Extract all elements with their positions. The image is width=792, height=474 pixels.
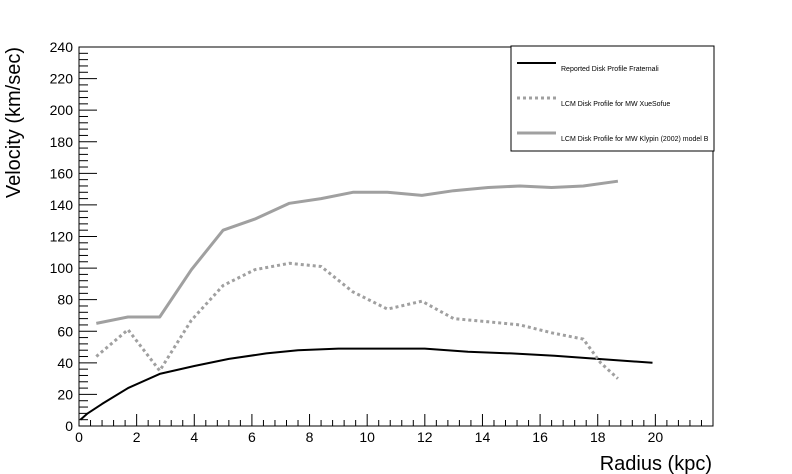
x-axis-title: Radius (kpc): [600, 453, 712, 474]
x-tick-label: 8: [306, 429, 314, 445]
x-tick-label: 20: [648, 429, 664, 445]
x-tick-label: 0: [75, 429, 83, 445]
x-tick-label: 18: [590, 429, 606, 445]
x-tick-label: 2: [133, 429, 141, 445]
y-tick-label: 40: [57, 355, 73, 371]
y-axis-title: Velocity (km/sec): [3, 47, 25, 198]
y-tick-label: 120: [50, 229, 74, 245]
y-tick-label: 140: [50, 197, 74, 213]
x-tick-label: 16: [532, 429, 548, 445]
series-line-1: [95, 261, 619, 380]
legend-entry-0: Reported Disk Profile Fraternali: [561, 66, 659, 73]
x-tick-label: 14: [475, 429, 491, 445]
y-tick-label: 60: [57, 323, 73, 339]
y-tick-label: 100: [50, 260, 74, 276]
legend-entry-2: LCM Disk Profile for MW Klypin (2002) mo…: [561, 136, 709, 143]
x-axis: 0 2 4 6 8 10 12 14 16 18 20: [75, 414, 714, 445]
y-tick-label: 200: [50, 102, 74, 118]
y-axis: 0 20 40 60 80 100 120 140 160 180 200 220 240: [50, 39, 97, 434]
legend-entry-1: LCM Disk Profile for MW XueSofue: [561, 101, 670, 108]
x-tick-label: 12: [417, 429, 433, 445]
series-layer: [79, 179, 653, 421]
x-tick-label: 10: [359, 429, 375, 445]
x-tick-label: 4: [190, 429, 198, 445]
y-tick-label: 0: [65, 418, 73, 434]
y-tick-label: 160: [50, 165, 74, 181]
y-tick-label: 80: [57, 292, 73, 308]
y-tick-label: 20: [57, 386, 73, 402]
legend: Reported Disk Profile Fraternali LCM Dis…: [510, 45, 715, 152]
x-tick-label: 6: [248, 429, 256, 445]
y-tick-label: 220: [50, 71, 74, 87]
y-tick-label: 180: [50, 134, 74, 150]
y-tick-label: 240: [50, 39, 74, 55]
series-line-2: [96, 179, 619, 325]
series-line-0: [79, 347, 653, 421]
